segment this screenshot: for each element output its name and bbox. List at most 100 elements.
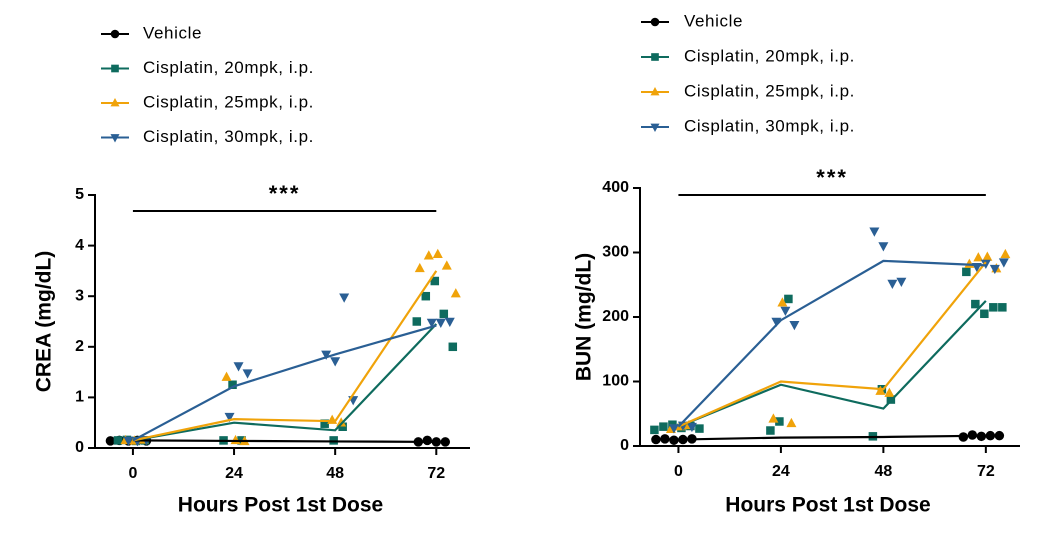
legend-label: Cisplatin, 30mpk, i.p. bbox=[684, 116, 855, 135]
data-point bbox=[989, 303, 998, 312]
data-point bbox=[982, 251, 993, 261]
significance-label: *** bbox=[269, 181, 301, 206]
data-point bbox=[330, 357, 341, 367]
y-tick-label: 0 bbox=[620, 437, 629, 454]
mean-line bbox=[678, 300, 987, 428]
y-tick-label: 0 bbox=[75, 439, 84, 456]
x-tick-label: 24 bbox=[225, 465, 243, 482]
data-point bbox=[869, 227, 880, 237]
data-point bbox=[878, 242, 889, 252]
data-point bbox=[439, 309, 449, 319]
x-tick-label: 0 bbox=[128, 465, 137, 482]
mean-line bbox=[677, 261, 987, 428]
data-point bbox=[789, 320, 800, 331]
data-point bbox=[444, 317, 455, 327]
data-point bbox=[985, 430, 996, 441]
data-point bbox=[423, 250, 434, 260]
legend-marker bbox=[110, 29, 120, 39]
legend-marker bbox=[110, 134, 120, 143]
mean-line bbox=[132, 323, 438, 442]
mean-line bbox=[132, 270, 438, 442]
data-point bbox=[320, 419, 329, 428]
data-point bbox=[686, 422, 697, 433]
data-point bbox=[973, 252, 984, 262]
data-point bbox=[430, 276, 440, 286]
data-point bbox=[432, 248, 443, 258]
y-tick-label: 5 bbox=[75, 186, 84, 203]
data-point bbox=[660, 434, 670, 444]
data-point bbox=[766, 426, 775, 435]
y-tick-label: 4 bbox=[75, 237, 84, 254]
data-point bbox=[336, 417, 347, 427]
legend-marker bbox=[110, 98, 120, 107]
y-tick-label: 400 bbox=[602, 179, 629, 196]
data-point bbox=[771, 317, 782, 328]
x-axis-label: Hours Post 1st Dose bbox=[725, 494, 930, 517]
y-tick-label: 300 bbox=[602, 244, 629, 261]
legend-marker bbox=[650, 123, 660, 132]
legend-label: Cisplatin, 20mpk, i.p. bbox=[684, 46, 855, 65]
data-point bbox=[998, 303, 1007, 312]
data-point bbox=[448, 342, 458, 352]
legend-label: Cisplatin, 20mpk, i.p. bbox=[143, 58, 314, 77]
data-point bbox=[989, 264, 1000, 275]
y-tick-label: 200 bbox=[602, 308, 629, 325]
x-tick-label: 72 bbox=[427, 465, 445, 482]
data-point bbox=[224, 412, 235, 423]
data-point bbox=[105, 436, 116, 446]
data-point bbox=[980, 309, 989, 319]
legend-marker bbox=[650, 17, 660, 27]
x-tick-label: 24 bbox=[772, 463, 790, 480]
data-point bbox=[435, 318, 446, 329]
y-tick-label: 3 bbox=[75, 287, 84, 304]
data-point bbox=[321, 350, 332, 360]
data-point bbox=[695, 424, 704, 433]
mean-line bbox=[678, 434, 986, 441]
data-point bbox=[998, 258, 1009, 268]
data-point bbox=[777, 297, 788, 307]
data-point bbox=[1000, 248, 1011, 259]
data-point bbox=[440, 437, 451, 447]
data-point bbox=[786, 417, 797, 428]
data-point bbox=[896, 277, 907, 288]
legend-marker bbox=[650, 87, 660, 96]
mean-line bbox=[132, 324, 437, 442]
data-point bbox=[669, 435, 679, 445]
legend-marker bbox=[651, 53, 659, 61]
x-axis-label: Hours Post 1st Dose bbox=[178, 494, 383, 517]
data-point bbox=[414, 262, 425, 273]
legend-marker bbox=[111, 64, 119, 73]
data-point bbox=[659, 422, 668, 431]
x-tick-label: 72 bbox=[977, 463, 995, 480]
legend-label: Vehicle bbox=[143, 23, 202, 42]
significance-label: *** bbox=[816, 165, 848, 190]
y-axis-label: CREA (mg/dL) bbox=[33, 251, 56, 393]
x-tick-label: 48 bbox=[874, 463, 892, 480]
data-point bbox=[233, 362, 244, 372]
data-point bbox=[768, 413, 779, 423]
y-tick-label: 2 bbox=[75, 338, 84, 355]
data-point bbox=[784, 294, 793, 304]
data-point bbox=[668, 424, 679, 434]
data-point bbox=[422, 435, 433, 446]
data-point bbox=[875, 385, 886, 395]
data-point bbox=[421, 291, 431, 301]
data-point bbox=[221, 371, 232, 381]
data-point bbox=[994, 430, 1005, 441]
data-point bbox=[780, 306, 791, 317]
data-point bbox=[412, 317, 422, 326]
y-tick-label: 100 bbox=[602, 373, 629, 390]
data-point bbox=[123, 436, 134, 446]
mean-line bbox=[132, 439, 437, 444]
data-point bbox=[113, 436, 123, 445]
x-tick-label: 48 bbox=[326, 465, 344, 482]
data-point bbox=[775, 417, 784, 426]
data-point bbox=[242, 369, 253, 379]
legend-label: Cisplatin, 25mpk, i.p. bbox=[684, 81, 855, 100]
data-point bbox=[228, 380, 237, 389]
data-point bbox=[650, 425, 659, 435]
x-tick-label: 0 bbox=[674, 463, 683, 480]
data-point bbox=[338, 422, 347, 431]
data-point bbox=[651, 434, 661, 445]
